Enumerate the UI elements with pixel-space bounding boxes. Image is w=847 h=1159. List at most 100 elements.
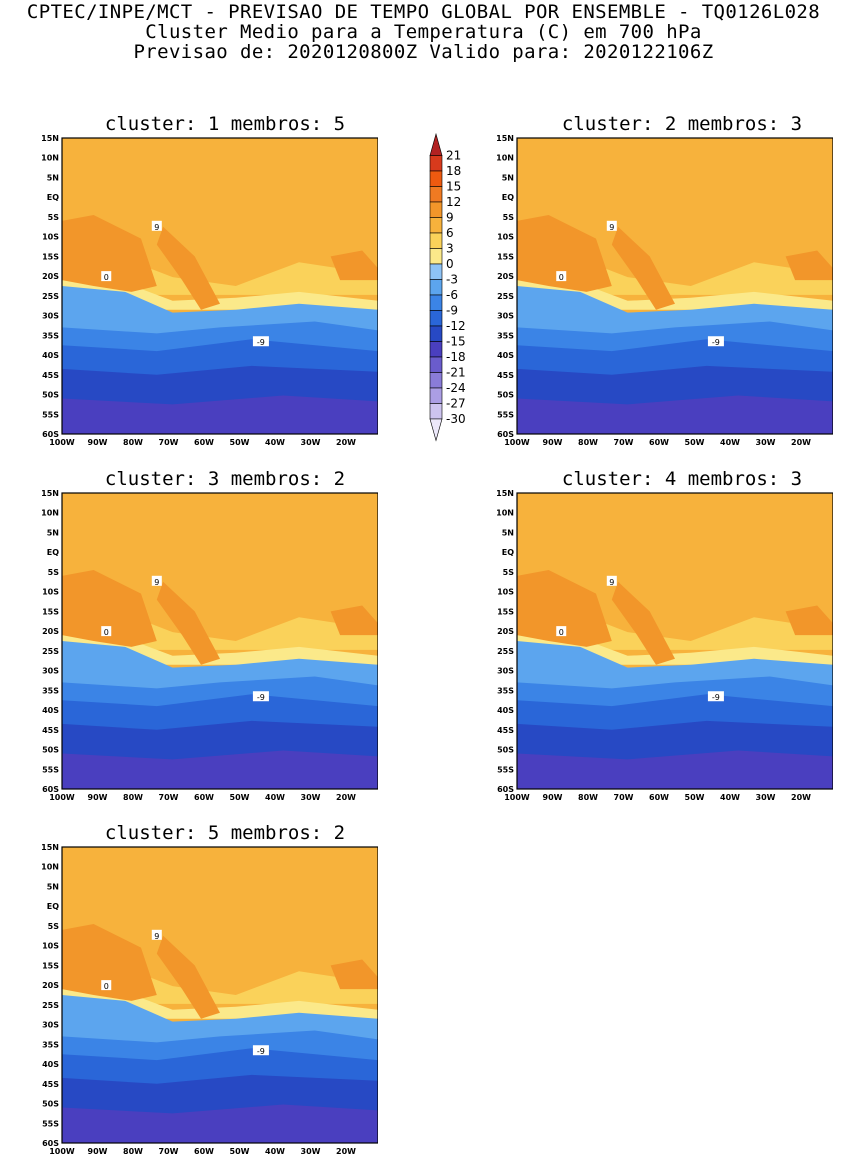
panel-title-2: cluster: 2 membros: 3 bbox=[561, 113, 803, 135]
lon-label: 50W bbox=[230, 793, 250, 802]
lat-label: 35S bbox=[42, 1040, 59, 1049]
blob-9-west bbox=[62, 924, 157, 1001]
lon-label: 70W bbox=[159, 1147, 179, 1156]
contour-label-0: 0 bbox=[104, 982, 109, 991]
colorbar-swatch bbox=[429, 279, 443, 296]
contour-label-0: 0 bbox=[104, 273, 109, 282]
lat-label: 45S bbox=[497, 726, 514, 735]
lat-label: 5N bbox=[47, 528, 59, 537]
colorbar-label: -27 bbox=[446, 397, 466, 411]
contour-label-9: 9 bbox=[609, 578, 614, 587]
lon-label: 60W bbox=[194, 1147, 214, 1156]
lat-label: 15S bbox=[42, 961, 59, 970]
colorbar-swatch bbox=[429, 418, 443, 442]
lon-label: 70W bbox=[159, 438, 179, 447]
lat-label: 30S bbox=[497, 312, 514, 321]
colorbar-label: -9 bbox=[446, 304, 458, 318]
lat-label: 5S bbox=[48, 568, 60, 577]
lon-label: 20W bbox=[336, 438, 356, 447]
colorbar-swatch bbox=[429, 232, 443, 249]
lat-label: 50S bbox=[42, 1100, 59, 1109]
lat-label: 25S bbox=[42, 292, 59, 301]
contour-label-m9: -9 bbox=[712, 693, 720, 702]
colorbar-swatch bbox=[429, 356, 443, 373]
blob-9-west bbox=[62, 215, 157, 292]
lat-label: 15S bbox=[42, 607, 59, 616]
lon-label: 90W bbox=[88, 793, 108, 802]
lat-label: 15S bbox=[42, 252, 59, 261]
lat-label: 35S bbox=[42, 331, 59, 340]
colorbar-swatch bbox=[429, 263, 443, 280]
lon-label: 60W bbox=[649, 793, 669, 802]
lat-label: 15S bbox=[497, 252, 514, 261]
band-m15 bbox=[517, 395, 833, 434]
colorbar-swatch bbox=[429, 341, 443, 358]
colorbar-swatch bbox=[429, 310, 443, 327]
lat-label: 20S bbox=[497, 272, 514, 281]
lon-label: 40W bbox=[265, 793, 285, 802]
colorbar-label: -12 bbox=[446, 319, 466, 333]
lat-label: 10S bbox=[42, 942, 59, 951]
lat-label: 5N bbox=[502, 528, 514, 537]
lat-label: 35S bbox=[497, 686, 514, 695]
lon-label: 40W bbox=[265, 438, 285, 447]
lat-label: 5N bbox=[47, 173, 59, 182]
panel-title-4: cluster: 4 membros: 3 bbox=[561, 468, 803, 490]
map-panel-4: 15N 10N 5N EQ 5S 10S 15S 20S 25S 30S 35S 40S 45S 50S 5… bbox=[496, 489, 833, 802]
lat-label: EQ bbox=[47, 548, 59, 557]
contour-label-0: 0 bbox=[559, 273, 564, 282]
blob-9-central bbox=[611, 581, 675, 665]
lon-label: 90W bbox=[88, 438, 108, 447]
lat-label: 5S bbox=[503, 568, 515, 577]
lon-label: 80W bbox=[578, 438, 598, 447]
lat-label: 15N bbox=[41, 489, 59, 498]
lon-label: 40W bbox=[720, 793, 740, 802]
lon-label: 30W bbox=[756, 793, 776, 802]
lon-label: 50W bbox=[685, 438, 705, 447]
lat-label: 45S bbox=[497, 371, 514, 380]
lon-label: 100W bbox=[504, 793, 530, 802]
lat-label: 40S bbox=[497, 706, 514, 715]
lon-label: 20W bbox=[791, 793, 811, 802]
contour-label-m9: -9 bbox=[712, 338, 720, 347]
lat-label: 60S bbox=[42, 430, 59, 439]
blob-9-west bbox=[62, 570, 157, 647]
lat-label: EQ bbox=[47, 902, 59, 911]
lat-label: 40S bbox=[42, 351, 59, 360]
panel-title-1: cluster: 1 membros: 5 bbox=[104, 113, 346, 135]
lon-label: 90W bbox=[88, 1147, 108, 1156]
colorbar-label: -15 bbox=[446, 335, 466, 349]
colorbar-swatch bbox=[429, 201, 443, 218]
lat-label: 50S bbox=[497, 391, 514, 400]
lat-label: 55S bbox=[497, 765, 514, 774]
lat-label: 5S bbox=[48, 213, 60, 222]
colorbar-swatch bbox=[429, 372, 443, 389]
lon-label: 80W bbox=[578, 793, 598, 802]
contour-label-0: 0 bbox=[104, 628, 109, 637]
lon-label: 100W bbox=[49, 793, 75, 802]
lon-label: 30W bbox=[756, 438, 776, 447]
map-panel-5: 15N 10N 5N EQ 5S 10S 15S 20S 25S 30S 35S 40S 45S 50S 5… bbox=[41, 843, 378, 1156]
lat-label: 40S bbox=[42, 1060, 59, 1069]
colorbar-label: 6 bbox=[446, 226, 454, 240]
colorbar-label: 0 bbox=[446, 257, 454, 271]
blob-9-west bbox=[517, 570, 612, 647]
colorbar-label: 3 bbox=[446, 242, 454, 256]
lat-label: 10N bbox=[41, 154, 59, 163]
lon-label: 100W bbox=[49, 1147, 75, 1156]
lat-label: 35S bbox=[42, 686, 59, 695]
map-panel-3: 15N 10N 5N EQ 5S 10S 15S 20S 25S 30S 35S 40S 45S 50S 5… bbox=[41, 489, 378, 802]
lat-label: 25S bbox=[42, 1001, 59, 1010]
map-panel-1: 15N 10N 5N EQ 5S 10S 15S 20S 25S 30S 35S 40S 45S 50S 5… bbox=[41, 134, 378, 447]
lat-label: 25S bbox=[497, 647, 514, 656]
lat-label: 20S bbox=[42, 272, 59, 281]
band-m15 bbox=[517, 750, 833, 789]
lon-label: 80W bbox=[123, 793, 143, 802]
panel-title-5: cluster: 5 membros: 2 bbox=[104, 822, 346, 844]
lat-label: 60S bbox=[42, 785, 59, 794]
blob-9-central bbox=[156, 581, 220, 665]
colorbar-label: -18 bbox=[446, 350, 466, 364]
lon-label: 100W bbox=[504, 438, 530, 447]
lat-label: 5N bbox=[47, 882, 59, 891]
